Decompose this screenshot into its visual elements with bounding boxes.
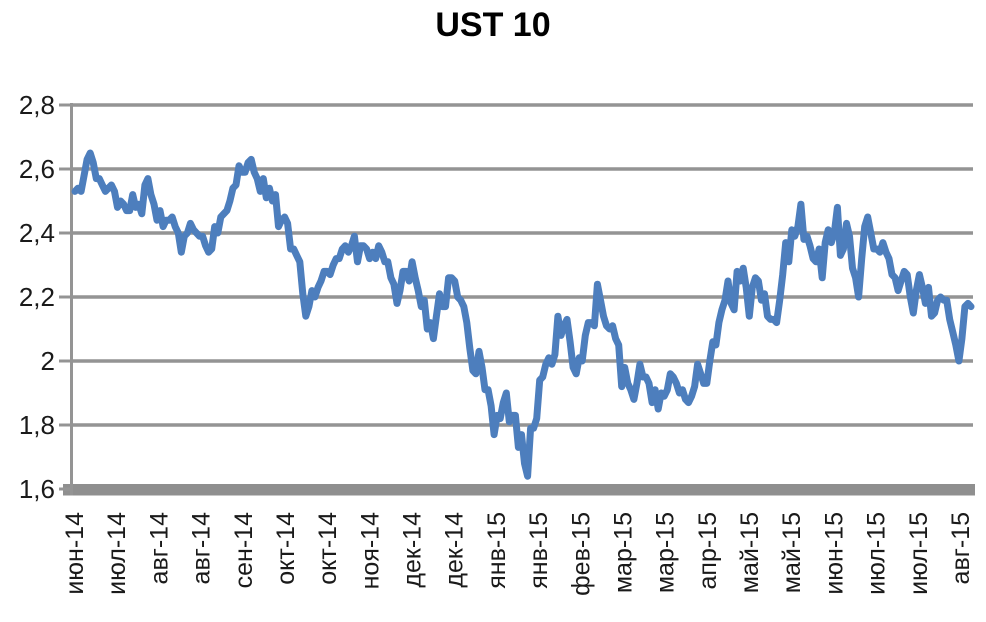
y-axis-label: 2,8: [19, 90, 55, 120]
x-axis-label: фев-15: [567, 512, 595, 596]
y-axis-label: 2: [41, 346, 55, 376]
x-axis-label: авг-15: [947, 512, 975, 584]
x-axis-label: мар-15: [652, 512, 680, 593]
x-axis-label: июл-15: [905, 512, 933, 595]
x-axis-label: май-15: [736, 512, 764, 593]
x-axis-label: июн-15: [820, 512, 848, 595]
y-axis-label: 2,4: [19, 218, 55, 248]
x-axis-label: ноя-14: [356, 512, 384, 589]
x-axis-label: сен-14: [230, 512, 258, 588]
x-axis-label: дек-14: [399, 512, 427, 588]
y-axis-label: 1,8: [19, 410, 55, 440]
x-axis-label: янв-15: [483, 512, 511, 589]
x-axis-label: авг-14: [188, 512, 216, 585]
y-axis-label: 2,2: [19, 282, 55, 312]
x-axis-label: янв-15: [525, 512, 553, 589]
x-axis-label: май-15: [778, 512, 806, 593]
x-axis-label: авг-14: [145, 512, 173, 585]
y-axis-label: 1,6: [19, 474, 55, 504]
x-axis-label: апр-15: [694, 512, 722, 589]
x-axis-label: июл-15: [863, 512, 891, 595]
chart-title: UST 10: [435, 6, 551, 44]
x-axis-label: окт-14: [272, 512, 300, 585]
x-axis-bar: [63, 484, 975, 496]
x-axis-label: окт-14: [314, 512, 342, 585]
x-axis-label: июл-14: [103, 512, 131, 595]
data-series-line: [71, 149, 975, 480]
y-axis-label: 2,6: [19, 154, 55, 184]
x-axis-label: дек-14: [441, 512, 469, 588]
x-axis-label: мар-15: [609, 512, 637, 593]
x-axis-label: июн-14: [61, 512, 89, 595]
